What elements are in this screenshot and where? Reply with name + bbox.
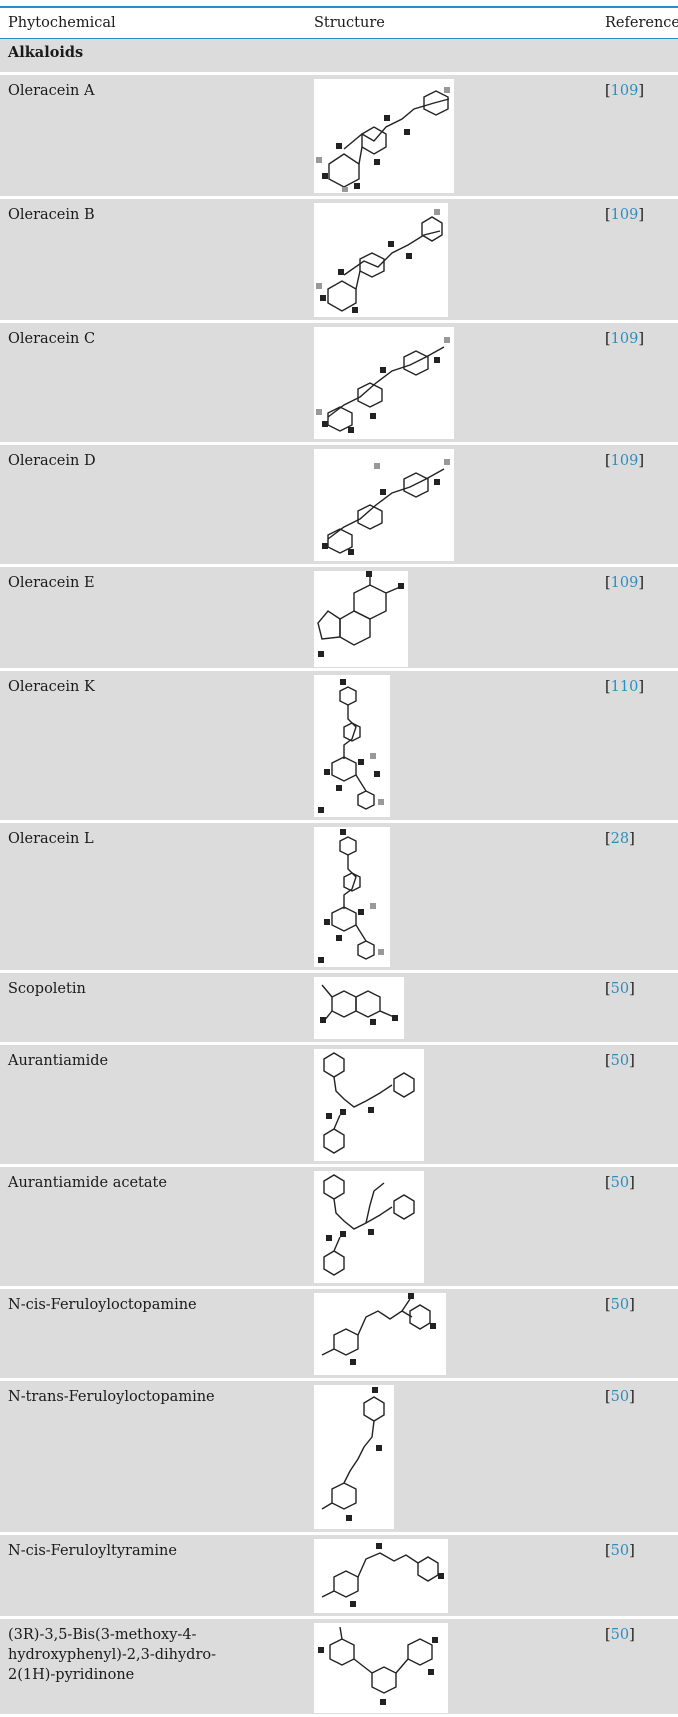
reference-link[interactable]: 50 xyxy=(610,1389,630,1405)
table-row: Aurantiamide acetate xyxy=(0,1165,678,1289)
molecule-structure-icon xyxy=(314,1385,394,1529)
reference-link[interactable]: 109 xyxy=(610,453,639,469)
table-row: Oleracein D xyxy=(0,443,678,567)
reference-link[interactable]: 110 xyxy=(610,679,639,695)
reference-link[interactable]: 109 xyxy=(610,331,639,347)
molecule-structure-icon xyxy=(314,1539,448,1613)
molecule-structure-icon xyxy=(314,675,390,817)
table-row: Oleracein C xyxy=(0,321,678,445)
molecule-structure-icon xyxy=(314,977,404,1039)
table-header-row: Phytochemical Structure Reference xyxy=(0,8,678,39)
reference-link[interactable]: 28 xyxy=(610,831,630,847)
reference-link[interactable]: 50 xyxy=(610,1175,630,1191)
phytochemical-name: (3R)-3,5-Bis(3-methoxy-4-hydroxyphenyl)-… xyxy=(0,1617,314,1717)
phytochemical-name: Oleracein C xyxy=(0,321,314,445)
reference-link[interactable]: 50 xyxy=(610,1627,630,1643)
table-top-rule xyxy=(0,6,678,8)
molecule-structure-icon xyxy=(314,1171,424,1283)
molecule-structure-icon xyxy=(314,327,454,439)
phytochemical-name: Oleracein E xyxy=(0,565,314,671)
phytochemical-table: Phytochemical Structure Reference Alkalo… xyxy=(0,8,678,1717)
table-row: N-trans-Feruloyloctopamine [50] xyxy=(0,1379,678,1535)
molecule-structure-icon xyxy=(314,449,454,561)
table-row: Oleracein L xyxy=(0,821,678,973)
molecule-structure-icon xyxy=(314,571,408,667)
molecule-structure-icon xyxy=(314,79,454,193)
molecule-structure-icon xyxy=(314,203,448,317)
header-phytochemical: Phytochemical xyxy=(0,8,314,39)
phytochemical-name: Oleracein K xyxy=(0,669,314,823)
header-structure: Structure xyxy=(314,8,605,39)
reference-link[interactable]: 50 xyxy=(610,1543,630,1559)
table-row: N-cis-Feruloyltyramine [50] xyxy=(0,1533,678,1619)
reference-link[interactable]: 109 xyxy=(610,83,639,99)
phytochemical-name: Oleracein B xyxy=(0,197,314,323)
category-row: Alkaloids xyxy=(0,38,678,75)
phytochemical-name: N-cis-Feruloyloctopamine xyxy=(0,1287,314,1381)
table-row: (3R)-3,5-Bis(3-methoxy-4-hydroxyphenyl)-… xyxy=(0,1617,678,1717)
reference-link[interactable]: 50 xyxy=(610,1053,630,1069)
table-row: Scopoletin [50] xyxy=(0,971,678,1045)
header-reference: Reference xyxy=(605,8,678,39)
phytochemical-name: Aurantiamide xyxy=(0,1043,314,1167)
phytochemical-name: Aurantiamide acetate xyxy=(0,1165,314,1289)
reference-link[interactable]: 109 xyxy=(610,207,639,223)
table-row: Oleracein A xyxy=(0,73,678,199)
phytochemical-name: Oleracein D xyxy=(0,443,314,567)
table-row: Aurantiamide [50] xyxy=(0,1043,678,1167)
molecule-structure-icon xyxy=(314,1049,424,1161)
phytochemical-name: Scopoletin xyxy=(0,971,314,1045)
table-row: N-cis-Feruloyloctopamine [ xyxy=(0,1287,678,1381)
category-label: Alkaloids xyxy=(0,38,678,75)
molecule-structure-icon xyxy=(314,827,390,967)
reference-link[interactable]: 50 xyxy=(610,1297,630,1313)
phytochemical-name: N-trans-Feruloyloctopamine xyxy=(0,1379,314,1535)
molecule-structure-icon xyxy=(314,1623,448,1713)
reference-link[interactable]: 109 xyxy=(610,575,639,591)
phytochemical-name: N-cis-Feruloyltyramine xyxy=(0,1533,314,1619)
molecule-structure-icon xyxy=(314,1293,446,1375)
table-row: Oleracein B xyxy=(0,197,678,323)
phytochemical-name: Oleracein A xyxy=(0,73,314,199)
table-row: Oleracein K xyxy=(0,669,678,823)
reference-link[interactable]: 50 xyxy=(610,981,630,997)
table-row: Oleracein E [109] xyxy=(0,565,678,671)
phytochemical-name: Oleracein L xyxy=(0,821,314,973)
